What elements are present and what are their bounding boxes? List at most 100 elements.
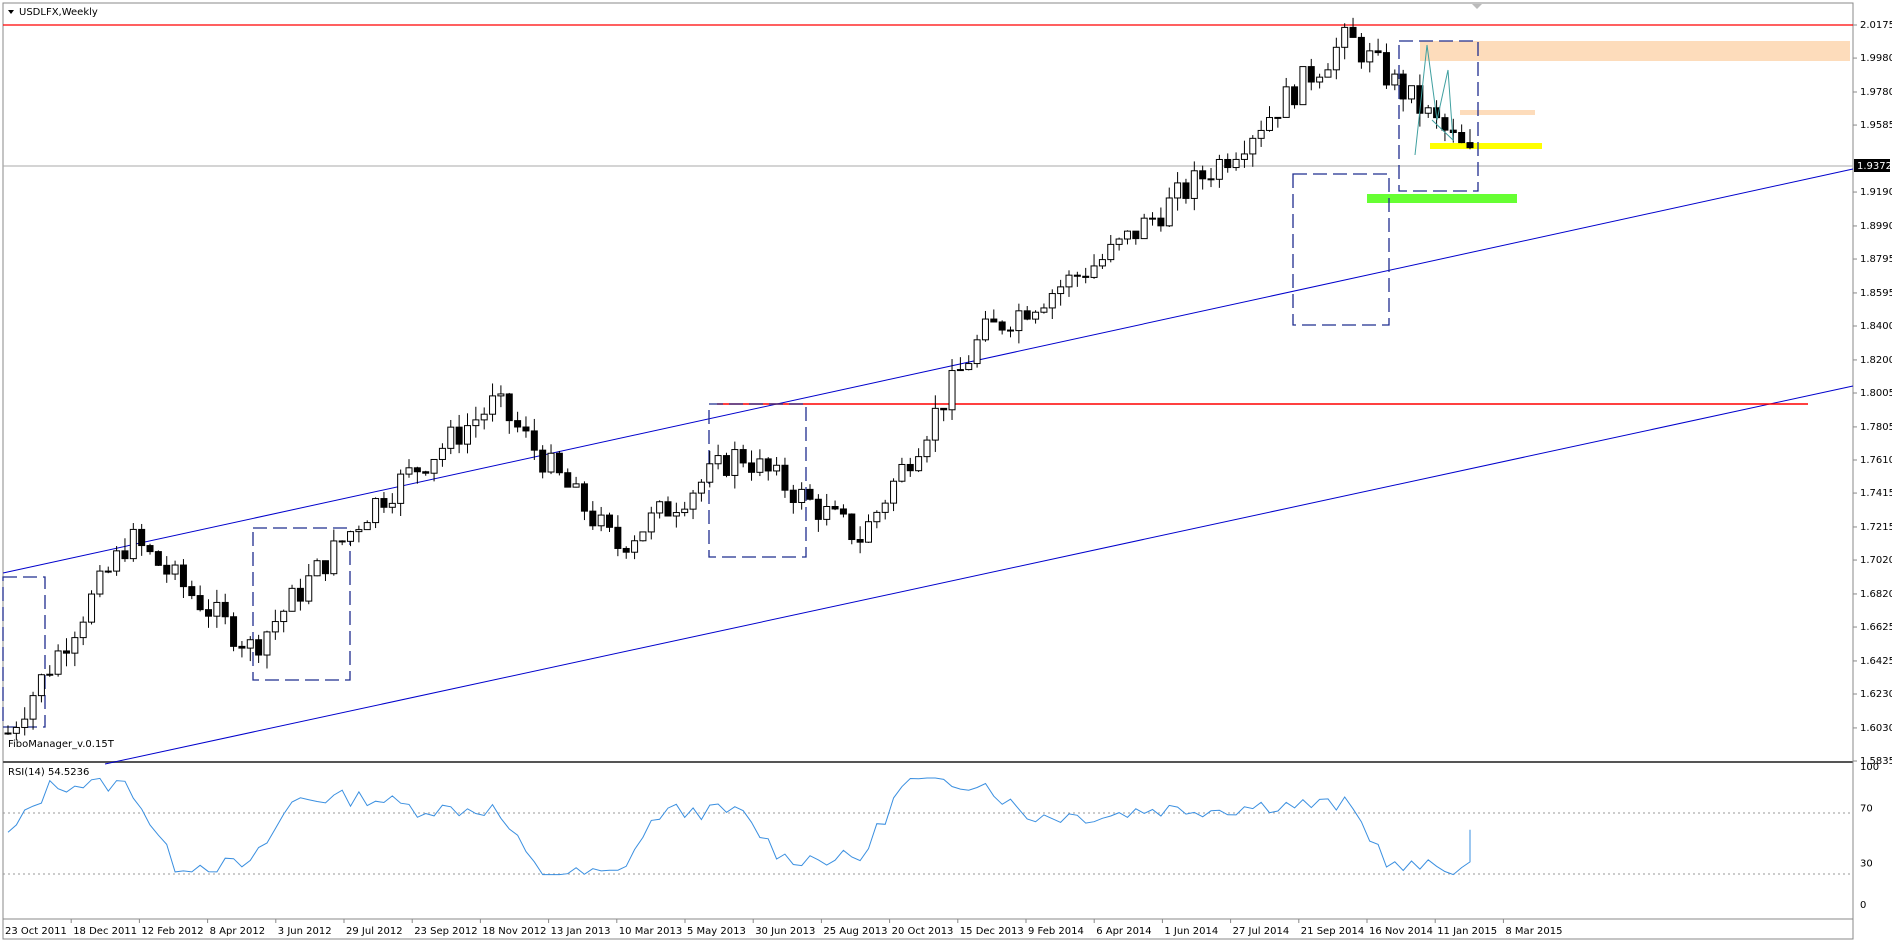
price-tick-label: 1.8595 xyxy=(1860,288,1892,299)
channel-lower-line xyxy=(104,385,1854,765)
candle-body xyxy=(330,540,338,575)
candle-body xyxy=(990,318,998,323)
price-tick-label: 1.8795 xyxy=(1860,254,1892,265)
green-zone xyxy=(1367,194,1517,203)
candle-body xyxy=(539,449,547,473)
candle-body xyxy=(906,463,914,472)
candle-body xyxy=(1098,259,1106,267)
candle-body xyxy=(1232,158,1240,169)
candle-body xyxy=(1182,182,1190,199)
candle-body xyxy=(463,425,471,445)
candle-body xyxy=(430,458,438,474)
candle-body xyxy=(422,471,430,474)
candle-body xyxy=(1382,52,1390,86)
candle-body xyxy=(1265,117,1273,131)
candle-body xyxy=(1224,158,1232,169)
candle-body xyxy=(956,369,964,372)
time-tick-label: 9 Feb 2014 xyxy=(1028,926,1084,937)
candle-body xyxy=(380,498,388,508)
shift-marker-icon[interactable] xyxy=(1472,4,1482,9)
candle-body xyxy=(1199,170,1207,180)
candle-body xyxy=(480,413,488,421)
candle-body xyxy=(1449,129,1457,134)
candle-body xyxy=(405,467,413,475)
candle-body xyxy=(597,514,605,527)
candle-body xyxy=(530,430,538,451)
candle-body xyxy=(296,587,304,602)
candle-body xyxy=(163,564,171,575)
time-tick-label: 23 Oct 2011 xyxy=(5,926,67,937)
candle-body xyxy=(1149,217,1157,220)
candle-body xyxy=(1374,50,1382,54)
price-tick-label: 1.6230 xyxy=(1860,689,1892,700)
candle-body xyxy=(1023,310,1031,320)
candle-body xyxy=(1082,275,1090,278)
candle-body xyxy=(288,587,296,612)
candle-body xyxy=(12,726,20,734)
candle-body xyxy=(931,407,939,441)
time-tick-label: 8 Mar 2015 xyxy=(1505,926,1562,937)
candle-body xyxy=(1165,197,1173,227)
candle-body xyxy=(1215,158,1223,180)
candle-body xyxy=(96,570,104,595)
candle-body xyxy=(748,462,756,473)
candle-body xyxy=(589,510,597,527)
candle-body xyxy=(271,621,279,633)
candle-body xyxy=(1466,142,1474,149)
channel-upper-line xyxy=(2,168,1854,574)
time-tick-label: 27 Jul 2014 xyxy=(1233,926,1290,937)
candle-body xyxy=(113,550,121,572)
candle-body xyxy=(263,631,271,656)
price-tick-label: 1.9190 xyxy=(1860,187,1892,198)
price-tick-label: 1.7215 xyxy=(1860,522,1892,533)
candle-body xyxy=(1007,329,1015,332)
candle-body xyxy=(54,650,62,675)
candle-body xyxy=(1332,46,1340,71)
orange-zone-2 xyxy=(1460,110,1535,115)
price-axis-ticks: 2.0175 1.9980 1.9780 1.9585 1.9190 1.8990 1.87… xyxy=(1853,20,1892,767)
candle-body xyxy=(355,529,363,533)
rsi-label: RSI(14) 54.5236 xyxy=(8,767,89,778)
candle-body xyxy=(722,455,730,476)
candle-body xyxy=(1190,170,1198,199)
candle-body xyxy=(305,575,313,602)
price-tick-label: 1.6425 xyxy=(1860,656,1892,667)
candle-body xyxy=(88,593,96,623)
rsi-axis-ticks: 100 70 30 0 xyxy=(1860,762,1879,911)
candle-body xyxy=(1015,310,1023,332)
rsi-tick-label: 70 xyxy=(1860,803,1873,814)
candle-body xyxy=(171,564,179,575)
candle-body xyxy=(1249,137,1257,155)
candle-body xyxy=(338,540,346,543)
candle-body xyxy=(313,560,321,577)
candle-body xyxy=(188,586,196,597)
price-tick-label: 1.6820 xyxy=(1860,589,1892,600)
candle-body xyxy=(372,498,380,524)
candle-body xyxy=(1291,86,1299,106)
candle-body xyxy=(1324,69,1332,78)
candle-body xyxy=(129,528,137,560)
candle-body xyxy=(255,639,263,656)
candle-body xyxy=(1207,178,1215,181)
candle-body xyxy=(923,439,931,458)
time-tick-label: 18 Nov 2012 xyxy=(482,926,546,937)
rsi-tick-label: 30 xyxy=(1860,859,1873,870)
price-tick-label: 1.8990 xyxy=(1860,221,1892,232)
candle-body xyxy=(622,547,630,553)
orange-zone-1 xyxy=(1420,41,1850,61)
candle-body xyxy=(438,447,446,460)
candle-body xyxy=(831,506,839,510)
candle-body xyxy=(1057,286,1065,295)
candle-body xyxy=(656,501,664,514)
candle-body xyxy=(1240,153,1248,160)
candle-body xyxy=(138,528,146,547)
candle-body xyxy=(789,489,797,503)
price-tick-label: 1.9980 xyxy=(1860,53,1892,64)
yellow-zone xyxy=(1430,143,1542,149)
candle-body xyxy=(564,472,572,488)
candle-body xyxy=(555,452,563,474)
candle-body xyxy=(1441,117,1449,131)
triangle-down-icon[interactable] xyxy=(8,10,14,14)
candle-body xyxy=(1391,73,1399,86)
